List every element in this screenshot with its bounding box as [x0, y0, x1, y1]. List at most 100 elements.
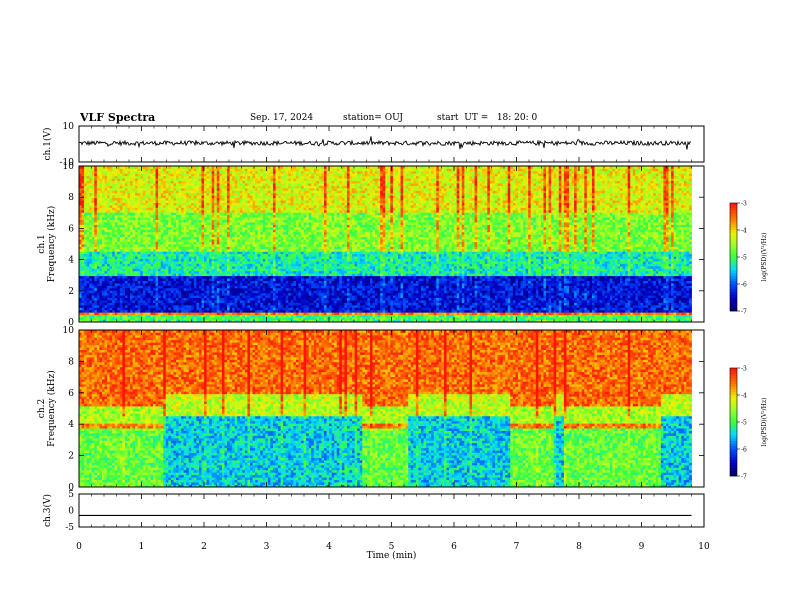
spectrogram-cell [270, 197, 274, 201]
spectrogram-cell [79, 219, 82, 223]
spectrogram-cell [94, 224, 98, 228]
spectrogram-cell [209, 246, 213, 250]
spectrogram-cell [168, 256, 172, 260]
spectrogram-cell [239, 178, 243, 182]
spectrogram-cell [130, 209, 133, 213]
spectrogram-cell [107, 185, 111, 189]
spectrogram-cell [130, 265, 133, 269]
spectrogram-cell [160, 214, 164, 218]
spectrogram-cell [221, 246, 225, 250]
spectrogram-cell [112, 248, 116, 252]
spectrogram-cell [86, 275, 90, 279]
spectrogram-cell [201, 178, 205, 182]
spectrogram-cell [201, 319, 205, 323]
spectrogram-cell [119, 256, 123, 260]
spectrogram-cell [255, 304, 259, 308]
spectrogram-cell [232, 248, 236, 252]
spectrogram-cell [81, 278, 85, 281]
spectrogram-cell [204, 307, 207, 311]
spectrogram-cell [186, 175, 190, 179]
spectrogram-cell [255, 185, 259, 189]
spectrogram-cell [94, 187, 98, 191]
spectrogram-cell [89, 239, 93, 242]
spectrogram-cell [101, 292, 105, 296]
spectrogram-cell [211, 263, 215, 267]
spectrogram-cell [270, 241, 274, 245]
spectrogram-cell [227, 258, 230, 262]
spectrogram-cell [239, 300, 243, 303]
spectrogram-cell [204, 300, 207, 303]
spectrogram-cell [188, 226, 192, 230]
spectrogram-cell [178, 248, 182, 252]
spectrogram-cell [86, 180, 90, 184]
spectrogram-cell [178, 231, 182, 235]
spectrogram-cell [122, 234, 126, 238]
spectrogram-cell [201, 261, 205, 264]
spectrogram-cell [79, 287, 82, 291]
spectrogram-cell [216, 251, 220, 255]
spectrogram-cell [181, 209, 185, 213]
spectrogram-cell [232, 226, 236, 230]
spectrogram-cell [165, 241, 169, 245]
spectrogram-cell [227, 256, 230, 260]
spectrogram-cell [229, 307, 233, 311]
spectrogram-cell [224, 168, 228, 172]
spectrogram-cell [160, 256, 164, 260]
spectrogram-cell [124, 256, 128, 260]
spectrogram-cell [150, 236, 154, 240]
spectrogram-cell [145, 180, 149, 184]
spectrogram-cell [130, 319, 133, 323]
spectrogram-cell [81, 200, 85, 203]
spectrogram-cell [181, 295, 185, 299]
spectrogram-cell [124, 268, 128, 272]
spectrogram-cell [209, 187, 213, 191]
spectrogram-cell [234, 246, 238, 250]
spectrogram-cell [237, 219, 241, 223]
spectrogram-cell [130, 280, 133, 284]
spectrogram-cell [247, 268, 251, 272]
spectrogram-cell [135, 209, 139, 213]
spectrogram-cell [142, 287, 146, 291]
spectrogram-cell [183, 256, 187, 260]
spectrogram-cell [219, 207, 223, 211]
spectrogram-cell [255, 222, 259, 225]
spectrogram-cell [239, 224, 243, 228]
spectrogram-cell [132, 190, 136, 194]
spectrogram-cell [160, 297, 164, 301]
spectrogram-cell [145, 261, 149, 264]
spectrogram-cell [219, 253, 223, 257]
spectrogram-cell [209, 200, 213, 203]
spectrogram-cell [249, 253, 253, 257]
spectrogram-cell [262, 222, 266, 225]
spectrogram-cell [260, 175, 264, 179]
spectrogram-cell [114, 292, 118, 296]
spectrogram-cell [191, 180, 195, 184]
spectrogram-cell [252, 219, 256, 223]
spectrogram-cell [127, 244, 131, 247]
spectrogram-cell [170, 304, 174, 308]
spectrogram-cell [122, 180, 126, 184]
spectrogram-cell [219, 166, 223, 169]
spectrogram-cell [229, 300, 233, 303]
spectrogram-cell [99, 314, 103, 318]
spectrogram-cell [227, 183, 230, 186]
spectrogram-cell [99, 292, 103, 296]
spectrogram-cell [84, 224, 88, 228]
spectrogram-cell [119, 185, 123, 189]
spectrogram-cell [239, 256, 243, 260]
spectrogram-cell [198, 309, 202, 313]
spectrogram-cell [89, 175, 93, 179]
spectrogram-cell [163, 222, 167, 225]
spectrogram-cell [255, 234, 259, 238]
spectrogram-cell [234, 278, 238, 281]
spectrogram-cell [153, 287, 156, 291]
chart-title: VLF Spectra [80, 111, 155, 124]
spectrogram-cell [175, 222, 179, 225]
spectrogram-cell [178, 295, 182, 299]
spectrogram-cell [239, 197, 243, 201]
spectrogram-cell [140, 261, 144, 264]
spectrogram-cell [160, 312, 164, 316]
spectrogram-cell [109, 202, 113, 206]
spectrogram-cell [247, 292, 251, 296]
spectrogram-cell [260, 251, 264, 255]
